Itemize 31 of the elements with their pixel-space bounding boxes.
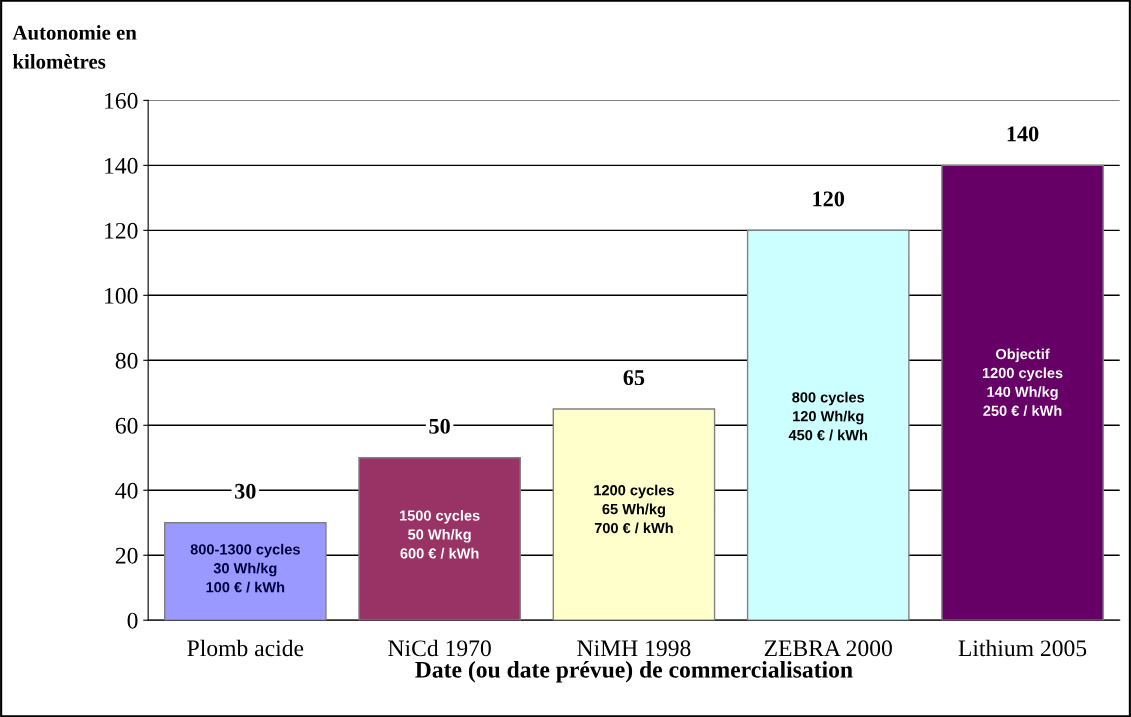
y-tick-label: 0 [127,612,138,629]
y-tick-label: 60 [115,417,138,434]
x-tick-label: NiCd 1970 [388,639,491,657]
x-tick-label: ZEBRA 2000 [764,640,892,657]
bar [552,408,716,621]
x-axis-title: Date (ou date prévue) de commercialisation [415,661,853,683]
y-tick-label: 160 [105,92,138,109]
annotation: Objectif 1200 cycles 140 Wh/kg 250 € / kWh [982,348,1063,417]
bar [941,164,1104,621]
bar [163,522,327,621]
annotation: 1200 cycles 65 Wh/kg 700 € / kWh [594,484,674,534]
data-label: 140 [1007,126,1039,142]
annotation: 800 cycles 120 Wh/kg 450 € / kWh [788,391,868,441]
data-label: 30 [235,483,256,499]
y-tick-label: 140 [105,157,138,174]
x-tick-label: NiMH 1998 [577,640,691,657]
y-tick-label: 100 [105,287,138,304]
data-label: 120 [813,191,845,207]
x-tick-label: Plomb acide [187,639,304,657]
y-tick-label: 40 [115,482,138,499]
data-label: 50 [429,418,450,434]
y-axis-title: Autonomie en kilomètres [12,25,137,69]
bar [746,229,910,621]
y-tick-label: 120 [105,222,138,239]
annotation: 800-1300 cycles 30 Wh/kg 100 € / kWh [190,543,300,593]
annotation: 1500 cycles 50 Wh/kg 600 € / kWh [399,510,480,559]
y-tick-label: 20 [115,547,138,564]
x-tick-label: Lithium 2005 [958,639,1087,657]
bar [358,457,521,621]
y-tick-label: 80 [115,352,138,369]
data-label: 65 [623,370,645,386]
